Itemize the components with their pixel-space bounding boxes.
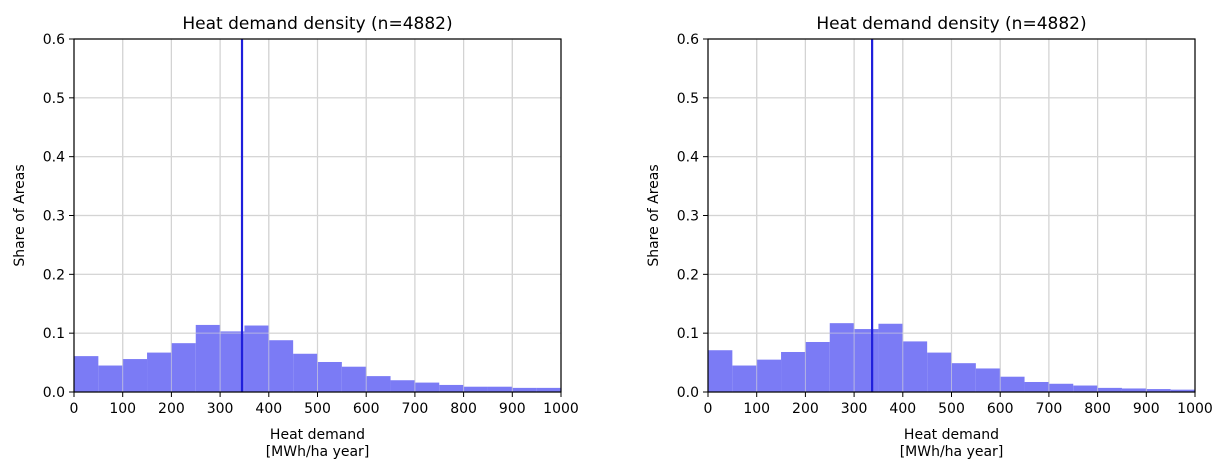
y-tick-label: 0.5 [677, 91, 699, 107]
x-tick-label: 900 [499, 401, 526, 417]
histogram-bar [1146, 389, 1171, 392]
y-tick-label: 0.6 [677, 32, 699, 48]
histogram-bars [708, 323, 1195, 392]
histogram-bar [854, 329, 879, 392]
chart-title: Heat demand density (n=4882) [182, 14, 452, 34]
y-axis-label: Share of Areas [646, 164, 662, 266]
histogram-bars [74, 324, 561, 392]
x-tick-label: 0 [704, 401, 713, 417]
histogram-bar [390, 380, 415, 392]
x-tick-label: 800 [1084, 401, 1111, 417]
histogram-bar [951, 363, 976, 392]
y-axis-label: Share of Areas [12, 164, 28, 266]
x-tick-label: 600 [353, 401, 380, 417]
x-tick-label: 700 [1036, 401, 1063, 417]
histogram-bar [268, 340, 294, 392]
x-tick-label: 1000 [543, 401, 579, 417]
histogram-bar [975, 368, 1001, 392]
y-tick-label: 0.4 [43, 150, 65, 166]
y-tick-label: 0.4 [677, 150, 699, 166]
histogram-bar [195, 324, 221, 392]
histogram-bar [122, 359, 148, 392]
histogram-bar [902, 341, 928, 392]
x-tick-label: 200 [792, 401, 819, 417]
x-tick-label: 100 [743, 401, 770, 417]
histogram-bar [463, 386, 488, 392]
histogram-bar [317, 361, 342, 392]
histogram-bar [487, 386, 513, 392]
histogram-bar [1121, 388, 1147, 392]
histogram-bar [536, 387, 561, 392]
histogram-bar [878, 323, 903, 392]
histogram-bar [439, 384, 464, 392]
histogram-bar [366, 376, 391, 392]
histogram-bar [1048, 383, 1074, 392]
histogram-bar [341, 366, 367, 392]
x-tick-label: 800 [450, 401, 477, 417]
x-tick-label: 400 [889, 401, 916, 417]
y-tick-label: 0.3 [43, 209, 65, 225]
x-tick-label: 500 [304, 401, 331, 417]
histogram-bar [829, 323, 855, 392]
chart-panel-2: 0 100 200 300 400 500 600 700 800 900 1000 0.0 0.1 0.… [646, 14, 1213, 460]
histogram-bar [927, 352, 952, 392]
y-tick-label: 0.2 [677, 267, 699, 283]
grid-overlay [707, 38, 1196, 393]
x-axis-label: Heat demand [904, 427, 999, 443]
histogram-bar [98, 365, 123, 392]
histogram-bar [1097, 387, 1122, 392]
x-tick-label: 900 [1133, 401, 1160, 417]
histogram-bar [74, 356, 99, 392]
histogram-bar [244, 325, 269, 392]
y-tick-label: 0.6 [43, 32, 65, 48]
histogram-bar [781, 351, 806, 392]
histogram-bar [147, 352, 172, 392]
histogram-bar [171, 343, 196, 392]
y-tick-label: 0.0 [43, 385, 65, 401]
histogram-bar [708, 350, 733, 392]
histogram-bar [1073, 385, 1098, 392]
chart-title: Heat demand density (n=4882) [816, 14, 1086, 34]
histogram-bar [1000, 376, 1025, 392]
x-tick-label: 100 [109, 401, 136, 417]
grid-overlay [73, 38, 562, 393]
histogram-bar [1170, 389, 1195, 392]
y-tick-label: 0.5 [43, 91, 65, 107]
x-axis-unit-label: [MWh/ha year] [900, 444, 1004, 460]
x-axis-label: Heat demand [270, 427, 365, 443]
histogram-bar [732, 365, 757, 392]
histogram-bar [805, 341, 830, 392]
histogram-bar [414, 382, 440, 392]
y-tick-label: 0.3 [677, 209, 699, 225]
histogram-bar [1024, 381, 1049, 392]
chart-panel-1: 0 100 200 300 400 500 600 700 800 900 1000 0.0 0.1 0.… [12, 14, 579, 460]
histogram-bar [293, 353, 318, 392]
x-tick-label: 400 [255, 401, 282, 417]
y-tick-label: 0.2 [43, 267, 65, 283]
x-tick-label: 500 [938, 401, 965, 417]
y-tick-label: 0.1 [677, 326, 699, 342]
histogram-bar [512, 387, 537, 392]
histogram-bar [220, 331, 245, 392]
histogram-bar [756, 359, 782, 392]
y-tick-label: 0.0 [677, 385, 699, 401]
x-tick-label: 600 [987, 401, 1014, 417]
x-tick-label: 700 [402, 401, 429, 417]
x-tick-label: 300 [841, 401, 868, 417]
y-tick-label: 0.1 [43, 326, 65, 342]
x-tick-label: 200 [158, 401, 185, 417]
x-tick-label: 1000 [1177, 401, 1213, 417]
x-tick-label: 0 [70, 401, 79, 417]
x-tick-label: 300 [207, 401, 234, 417]
x-axis-unit-label: [MWh/ha year] [266, 444, 370, 460]
